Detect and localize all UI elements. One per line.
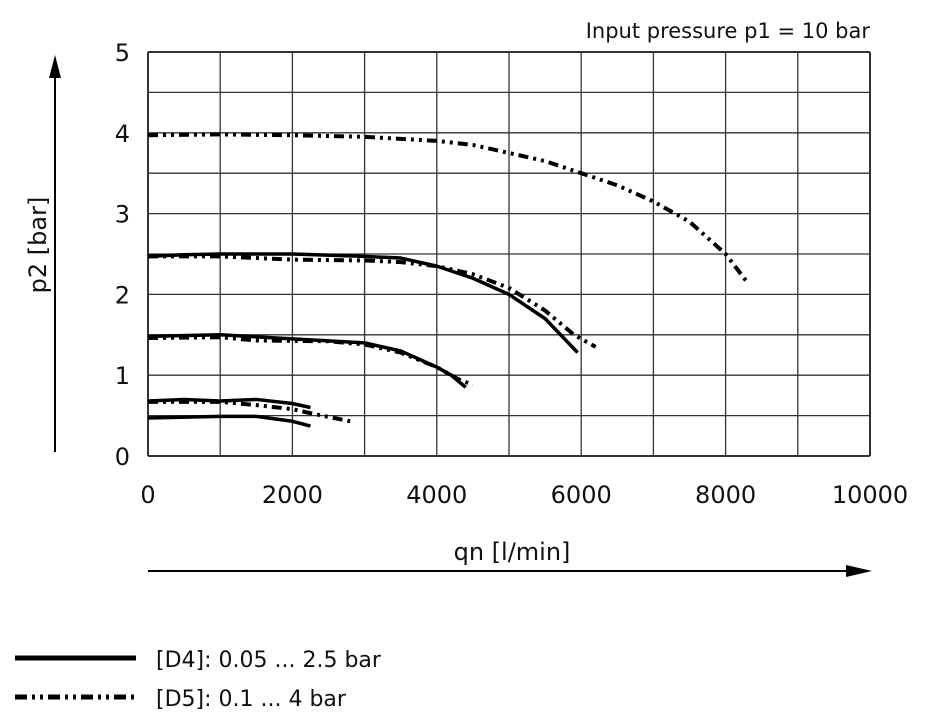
x-tick-label: 8000 (695, 481, 756, 509)
x-tick-label: 2000 (262, 481, 323, 509)
x-tick-label: 10000 (832, 481, 908, 509)
series-d4-line-4 (147, 397, 311, 410)
y-tick-label: 2 (115, 281, 130, 309)
series-d4-line-0 (147, 252, 579, 354)
y-tick-label: 1 (115, 362, 130, 390)
x-axis-label: qn [l/min] (454, 538, 571, 566)
y-axis-arrowhead (49, 55, 61, 78)
series-d5-line-5 (148, 399, 351, 424)
annotation-input-pressure: Input pressure p1 = 10 bar (586, 19, 871, 43)
y-tick-label: 4 (115, 120, 130, 148)
x-tick-labels: 0 2000 4000 6000 8000 10000 (140, 481, 908, 509)
x-tick-label: 4000 (406, 481, 467, 509)
series-d4-line-6 (147, 414, 311, 428)
series-group (147, 132, 749, 428)
x-tick-label: 0 (140, 481, 155, 509)
y-tick-labels: 0 1 2 3 4 5 (115, 39, 130, 471)
series-d5-line-7 (147, 132, 749, 284)
y-axis-label: p2 [bar] (24, 197, 52, 294)
x-axis-arrowhead (846, 565, 872, 577)
legend: [D4]: 0.05 ... 2.5 bar [D5]: 0.1 ... 4 b… (15, 648, 382, 712)
legend-label-d5: [D5]: 0.1 ... 4 bar (156, 687, 347, 712)
y-tick-label: 0 (115, 443, 130, 471)
legend-label-d4: [D4]: 0.05 ... 2.5 bar (156, 648, 382, 673)
y-tick-label: 3 (115, 201, 130, 229)
y-tick-label: 5 (115, 39, 130, 67)
grid (147, 51, 871, 457)
x-tick-label: 6000 (551, 481, 612, 509)
series-d4-line-2 (147, 333, 467, 389)
series-d5-line-1 (148, 254, 597, 349)
